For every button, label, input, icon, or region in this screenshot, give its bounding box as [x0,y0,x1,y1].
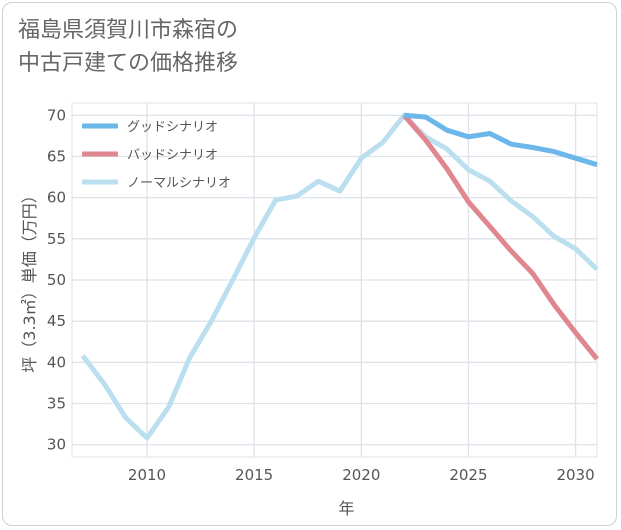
series-line-2 [80,112,599,441]
series-line-0 [403,112,598,168]
legend-label-0: グッドシナリオ [127,120,218,135]
y-tick-label: 35 [47,394,66,412]
y-axis-label: 坪（3.3㎡）単価（万円） [20,187,39,372]
series-line-1 [402,113,599,361]
axes: 30 35 40 45 50 55 60 65 70 2010 2015 2020 2025 2030 [47,106,595,484]
y-tick-label: 45 [47,312,66,330]
legend-label-1: バッドシナリオ [127,148,218,163]
x-tick-label: 2010 [128,466,166,484]
x-tick-label: 2015 [235,466,273,484]
legend-label-2: ノーマルシナリオ [127,176,231,191]
series-lines [80,112,599,441]
y-tick-label: 40 [47,353,66,371]
x-tick-label: 2025 [449,466,487,484]
chart-frame [2,2,617,526]
y-tick-label: 30 [47,436,66,454]
chart-title: 福島県須賀川市森宿の 中古戸建ての価格推移 [18,14,598,80]
chart-title-line-2: 中古戸建ての価格推移 [18,51,239,76]
y-tick-label: 60 [47,189,66,207]
axis-labels: 年 坪（3.3㎡）単価（万円） [20,187,355,518]
x-axis-label: 年 [338,499,354,518]
chart-title-line-1: 福島県須賀川市森宿の [18,18,239,43]
x-tick-label: 2030 [556,466,594,484]
y-tick-label: 65 [47,148,66,166]
y-tick-label: 50 [47,271,66,289]
y-tick-label: 55 [47,230,66,248]
x-tick-label: 2020 [342,466,380,484]
y-tick-label: 70 [47,106,66,124]
